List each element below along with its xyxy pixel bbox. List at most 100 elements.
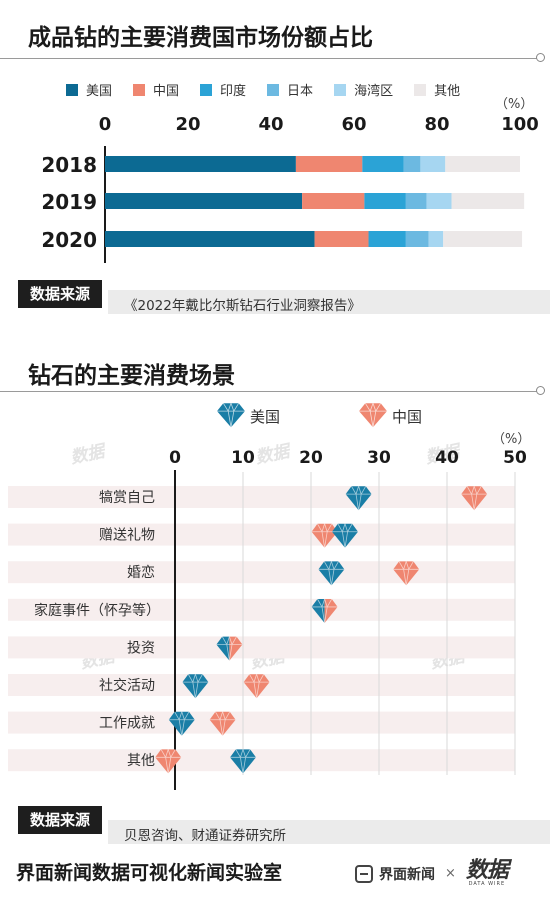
row-stripe xyxy=(8,561,515,584)
top-legend-item: 中国 xyxy=(133,80,179,99)
category-label: 婚恋 xyxy=(127,564,155,581)
cn-diamond xyxy=(243,674,270,699)
top-stacked-bar-chart: 0 20 40 60 80 100 2018 2019 2020 xyxy=(41,114,539,263)
cn-diamond xyxy=(209,711,236,736)
cn-diamond-shape xyxy=(155,749,182,774)
cn-diamond-shape xyxy=(461,486,488,511)
cn-diamond-facets xyxy=(324,598,338,624)
us-diamond xyxy=(230,749,256,774)
us-diamond-shape xyxy=(332,523,358,548)
us-diamond-shape xyxy=(345,486,372,511)
cn-diamond xyxy=(311,523,338,548)
category-label: 社交活动 xyxy=(99,677,155,694)
top-legend-label: 其他 xyxy=(434,84,461,99)
top-legend-label: 日本 xyxy=(287,84,314,99)
bottom-x-tick-label: 50 xyxy=(503,448,527,468)
top-bar-segment xyxy=(302,193,365,209)
us-diamond-shape xyxy=(182,674,209,699)
top-x-tick-label: 100 xyxy=(501,114,539,135)
bottom-x-tick-label: 40 xyxy=(435,448,459,468)
cn-diamond xyxy=(229,636,243,661)
top-bar-segment xyxy=(405,231,429,247)
cn-diamond-facets xyxy=(229,636,243,661)
bottom-legend-label: 美国 xyxy=(250,407,281,426)
bottom-source-strip xyxy=(108,820,550,844)
top-legend-label: 美国 xyxy=(86,84,113,99)
top-x-tick-label: 80 xyxy=(424,114,449,135)
us-diamond-facets xyxy=(332,523,358,548)
top-bar-segment xyxy=(426,193,452,209)
top-legend-swatch xyxy=(66,83,78,96)
bottom-legend: 美国 中国 xyxy=(216,402,422,430)
category-label: 犒赏自己 xyxy=(99,490,155,506)
top-legend: 美国 中国 印度 日本 海湾区 其他 xyxy=(66,80,546,99)
top-bar-segment xyxy=(405,193,427,209)
us-diamond-facets xyxy=(345,486,372,511)
bottom-x-tick-label: 30 xyxy=(367,448,391,468)
bottom-legend-item: 中国 xyxy=(358,402,422,430)
diamond-icon xyxy=(359,402,388,428)
row-stripe xyxy=(8,749,515,772)
top-legend-swatch xyxy=(267,83,280,96)
bottom-chart-title: 钻石的主要消费场景 xyxy=(28,363,235,389)
brand-times: × xyxy=(445,866,456,881)
diamond-facets xyxy=(359,402,388,428)
footer-brand: 界面新闻 × 数据 DATA WIRE xyxy=(355,860,509,887)
row-stripe xyxy=(8,523,515,546)
diamond-shape xyxy=(217,403,245,428)
top-unit-label: （%） xyxy=(495,97,534,112)
cn-diamond xyxy=(155,749,182,774)
cn-diamond-facets xyxy=(155,749,182,774)
top-chart-title: 成品钻的主要消费国市场份额占比 xyxy=(28,25,373,51)
brand-name: 界面新闻 xyxy=(379,866,435,883)
us-diamond-facets xyxy=(230,749,256,774)
top-legend-label: 海湾区 xyxy=(354,84,394,99)
top-source-strip xyxy=(108,290,550,314)
top-bar-segment xyxy=(362,156,404,172)
top-x-tick-label: 60 xyxy=(341,114,366,135)
row-stripe xyxy=(8,711,515,734)
top-legend-item: 海湾区 xyxy=(334,80,393,99)
bottom-x-tick-label: 0 xyxy=(169,448,181,468)
category-label: 家庭事件（怀孕等） xyxy=(34,602,160,619)
brand-logo-icon xyxy=(355,864,373,883)
top-year-label: 2020 xyxy=(41,228,97,252)
cn-diamond-facets xyxy=(393,561,420,586)
category-label: 其他 xyxy=(127,753,155,769)
category-label: 投资 xyxy=(127,640,155,656)
us-diamond xyxy=(318,561,345,586)
top-legend-swatch xyxy=(334,83,347,96)
us-diamond-facets xyxy=(318,561,345,586)
cn-diamond xyxy=(324,598,338,624)
cn-diamond xyxy=(393,561,420,586)
top-source-text: 《2022年戴比尔斯钻石行业洞察报告》 xyxy=(124,298,361,314)
us-diamond-shape xyxy=(168,711,195,736)
row-stripe xyxy=(8,486,515,508)
top-bar-segment xyxy=(105,193,303,209)
top-x-tick-label: 0 xyxy=(99,114,112,135)
cn-diamond-shape xyxy=(393,561,420,586)
diamond-icon xyxy=(217,402,245,428)
category-label: 赠送礼物 xyxy=(99,528,155,544)
top-legend-item: 日本 xyxy=(267,80,313,99)
top-source-label: 数据来源 xyxy=(18,280,103,308)
us-diamond xyxy=(345,486,372,511)
cn-diamond-facets xyxy=(243,674,270,699)
cn-diamond-shape xyxy=(243,674,270,699)
us-diamond xyxy=(168,711,195,736)
bottom-unit-label: （%） xyxy=(492,432,531,447)
cn-diamond xyxy=(461,486,488,511)
top-bar-segment xyxy=(295,156,363,172)
top-bar-segment xyxy=(428,231,444,247)
top-bar-segment xyxy=(420,156,446,172)
bottom-x-tick-label: 20 xyxy=(299,448,323,468)
top-bar-segment xyxy=(451,193,525,209)
category-label: 工作成就 xyxy=(99,716,155,732)
bottom-title-rule-end xyxy=(536,386,545,395)
us-diamond-facets xyxy=(182,674,209,699)
row-stripe xyxy=(8,598,515,621)
top-legend-swatch xyxy=(133,83,146,96)
cn-diamond-facets xyxy=(209,711,236,736)
top-legend-swatch xyxy=(414,83,427,96)
cn-diamond-shape xyxy=(311,523,338,548)
